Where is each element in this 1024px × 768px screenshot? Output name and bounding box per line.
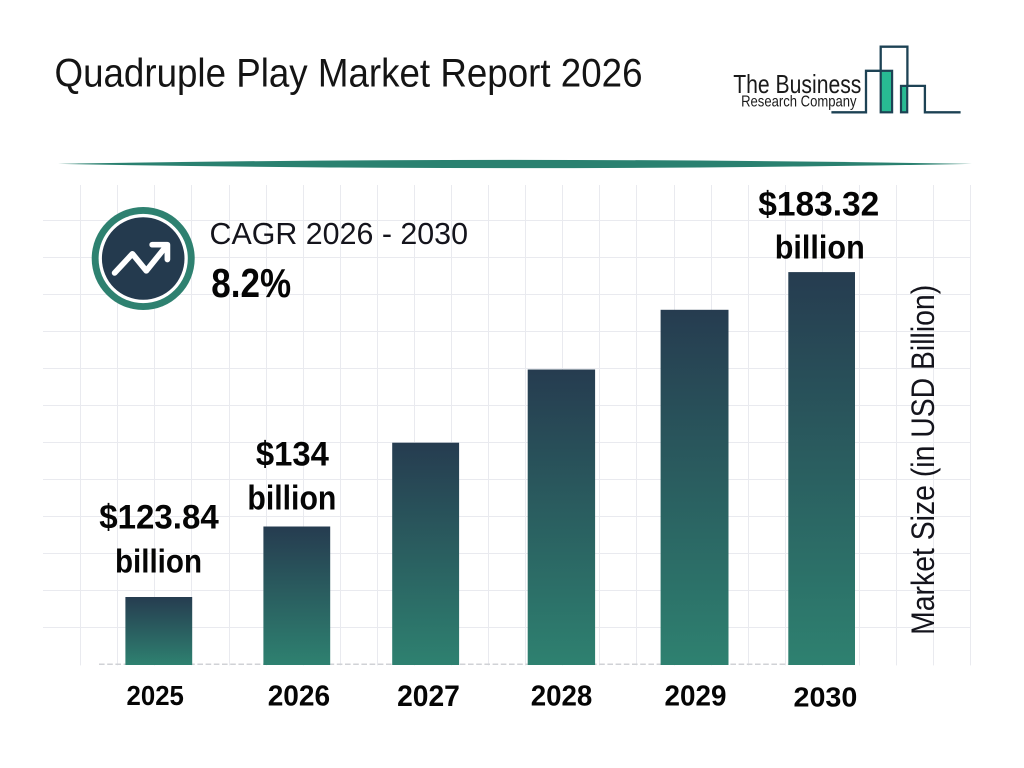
svg-text:$134: $134 (256, 435, 329, 473)
svg-text:Market Size (in USD Billion): Market Size (in USD Billion) (905, 285, 941, 635)
svg-text:2026: 2026 (268, 680, 330, 712)
svg-text:2029: 2029 (665, 680, 727, 712)
svg-text:2030: 2030 (794, 681, 858, 712)
svg-text:2028: 2028 (531, 680, 593, 712)
svg-text:Research Company: Research Company (741, 93, 857, 110)
svg-text:billion: billion (247, 480, 336, 518)
svg-text:$183.32: $183.32 (758, 186, 879, 224)
svg-text:$123.84: $123.84 (99, 498, 219, 536)
svg-text:2027: 2027 (397, 680, 460, 713)
svg-text:8.2%: 8.2% (211, 260, 291, 306)
svg-text:2025: 2025 (127, 680, 184, 711)
svg-text:CAGR 2026 - 2030: CAGR 2026 - 2030 (210, 217, 469, 251)
svg-text:The Business: The Business (733, 69, 861, 99)
svg-text:billion: billion (115, 543, 202, 580)
svg-text:billion: billion (775, 229, 865, 266)
svg-text:Quadruple Play Market Report 2: Quadruple Play Market Report 2026 (55, 52, 643, 96)
